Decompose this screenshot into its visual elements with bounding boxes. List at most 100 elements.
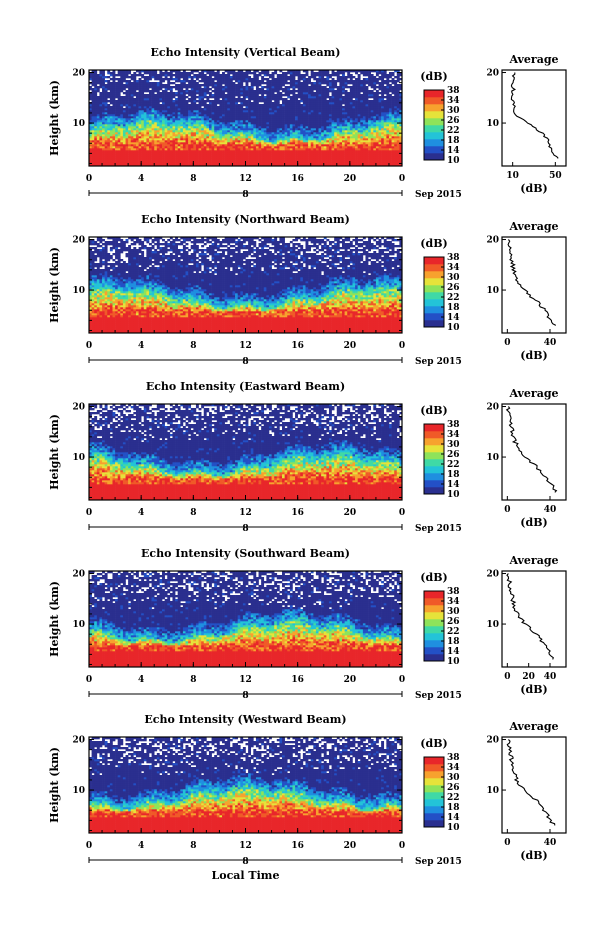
heatmap-cell — [188, 86, 192, 89]
heatmap-cell — [172, 94, 176, 97]
heatmap-cell — [276, 156, 280, 159]
heatmap-cell — [284, 122, 288, 125]
heatmap-cell — [250, 112, 254, 115]
heatmap-cell — [104, 94, 108, 97]
heatmap-cell — [287, 92, 291, 95]
heatmap-cell — [342, 136, 345, 139]
heatmap-cell — [206, 124, 210, 127]
heatmap-cell — [89, 126, 92, 129]
heatmap-cell — [91, 146, 95, 149]
heatmap-cell — [287, 160, 291, 163]
heatmap-cell — [177, 86, 181, 89]
heatmap-cell — [130, 120, 134, 123]
heatmap-cell — [334, 86, 338, 89]
heatmap-cell — [287, 86, 291, 89]
heatmap-cell — [263, 104, 267, 107]
heatmap-cell — [182, 126, 186, 129]
heatmap-cell — [268, 146, 272, 149]
heatmap-cell — [386, 126, 390, 129]
heatmap-cell — [99, 112, 103, 115]
heatmap-cell — [310, 130, 314, 133]
heatmap-cell — [284, 98, 288, 101]
heatmap-cell — [120, 142, 124, 145]
heatmap-cell — [266, 132, 270, 135]
heatmap-cell — [268, 130, 272, 133]
heatmap-cell — [195, 156, 199, 159]
heatmap-cell — [373, 148, 377, 151]
heatmap-cell — [339, 120, 343, 123]
heatmap-cell — [222, 86, 225, 89]
heatmap-cell — [94, 130, 98, 133]
heatmap-cell — [154, 140, 158, 143]
heatmap-cell — [177, 126, 181, 129]
heatmap-cell — [214, 160, 218, 163]
heatmap-cell — [347, 142, 351, 145]
heatmap-cell — [362, 122, 366, 125]
heatmap-cell — [109, 118, 113, 121]
heatmap-cell — [169, 158, 173, 161]
heatmap-cell — [355, 98, 358, 101]
heatmap-cell — [388, 102, 392, 105]
heatmap-cell — [284, 94, 288, 97]
heatmap-cell — [195, 122, 199, 125]
heatmap-cell — [258, 140, 262, 143]
heatmap-cell — [216, 126, 220, 129]
heatmap-cell — [219, 80, 223, 83]
heatmap-cell — [219, 110, 223, 113]
heatmap-cell — [318, 118, 322, 121]
heatmap-cell — [295, 158, 298, 161]
heatmap-cell — [237, 146, 241, 149]
heatmap-cell — [203, 132, 207, 135]
heatmap-cell — [208, 102, 212, 105]
heatmap-cell — [373, 104, 377, 107]
heatmap-cell — [198, 102, 202, 105]
heatmap-cell — [365, 144, 369, 147]
heatmap-cell — [135, 164, 139, 167]
heatmap-cell — [227, 114, 231, 117]
heatmap-cell — [386, 96, 390, 99]
heatmap-cell — [315, 84, 319, 87]
heatmap-cell — [162, 118, 165, 121]
heatmap-cell — [91, 164, 95, 167]
heatmap-cell — [386, 84, 390, 87]
heatmap-cell — [148, 154, 152, 157]
heatmap-cell — [308, 96, 312, 99]
heatmap-cell — [229, 82, 233, 85]
heatmap-cell — [305, 106, 309, 109]
heatmap-cell — [391, 140, 395, 143]
heatmap-cell — [172, 152, 176, 155]
heatmap-cell — [289, 162, 293, 165]
heatmap-cell — [245, 156, 249, 159]
heatmap-cell — [302, 80, 306, 83]
heatmap-cell — [151, 112, 155, 115]
heatmap-cell — [148, 134, 152, 137]
heatmap-cell — [193, 96, 197, 99]
heatmap-cell — [235, 88, 238, 91]
heatmap-cell — [352, 104, 356, 107]
heatmap-cell — [362, 80, 366, 83]
heatmap-cell — [276, 114, 280, 117]
heatmap-cell — [381, 156, 385, 159]
heatmap-cell — [109, 130, 113, 133]
heatmap-cell — [128, 92, 132, 95]
heatmap-cell — [349, 150, 353, 153]
heatmap-cell — [321, 112, 325, 115]
heatmap-cell — [172, 100, 176, 103]
heatmap-cell — [258, 138, 262, 141]
heatmap-cell — [125, 114, 129, 117]
heatmap-cell — [219, 94, 223, 97]
heatmap-cell — [237, 132, 241, 135]
heatmap-cell — [266, 154, 270, 157]
heatmap-cell — [255, 82, 259, 85]
heatmap-cell — [318, 162, 322, 165]
heatmap-cell — [208, 128, 212, 131]
heatmap-cell — [326, 94, 330, 97]
heatmap-cell — [89, 86, 92, 89]
heatmap-cell — [169, 142, 173, 145]
heatmap-cell — [112, 102, 116, 105]
heatmap-cell — [138, 144, 142, 147]
heatmap-cell — [347, 162, 351, 165]
heatmap-cell — [245, 158, 249, 161]
heatmap-cell — [224, 142, 228, 145]
heatmap-cell — [383, 88, 387, 91]
